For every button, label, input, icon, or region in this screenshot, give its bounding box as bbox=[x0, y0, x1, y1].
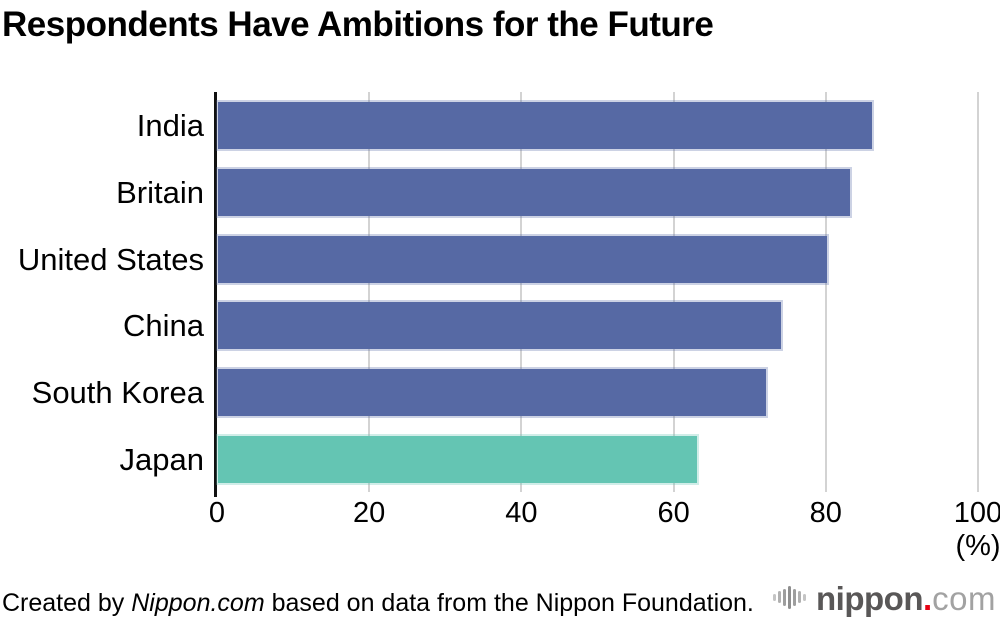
x-tick-label-100: 100 bbox=[953, 497, 1000, 529]
sound-wave-icon bbox=[773, 579, 807, 615]
category-label-japan: Japan bbox=[119, 442, 204, 477]
x-axis-unit-label: (%) bbox=[955, 530, 1000, 562]
nippon-com-logo: nippon . com bbox=[773, 581, 996, 617]
x-tick-label-40: 40 bbox=[505, 497, 538, 529]
credit-text: Created by Nippon.com based on data from… bbox=[2, 589, 754, 618]
category-label-south-korea: South Korea bbox=[31, 375, 204, 411]
sound-wave-bar bbox=[793, 588, 797, 606]
bar-japan bbox=[218, 436, 698, 483]
sound-wave-bar bbox=[798, 591, 802, 603]
x-tick-label-60: 60 bbox=[657, 497, 690, 529]
gridline-40 bbox=[520, 92, 523, 492]
credit-source: Nippon.com bbox=[131, 589, 265, 617]
gridline-80 bbox=[824, 92, 827, 492]
credit-prefix: Created by bbox=[2, 589, 132, 617]
logo-dot: . bbox=[922, 580, 933, 617]
bar-india bbox=[218, 102, 873, 149]
x-tick-label-20: 20 bbox=[353, 497, 386, 529]
bar-south-korea bbox=[218, 369, 766, 417]
logo-word: nippon bbox=[816, 580, 923, 617]
bar-united-states bbox=[218, 235, 827, 283]
sound-wave-bar bbox=[803, 593, 807, 601]
category-label-britain: Britain bbox=[116, 174, 204, 210]
bar-britain bbox=[218, 168, 850, 216]
logo-tld: com bbox=[932, 580, 996, 617]
category-label-china: China bbox=[123, 308, 204, 344]
sound-wave-bar bbox=[788, 585, 792, 609]
sound-wave-bar bbox=[783, 588, 787, 606]
chart-title: Respondents Have Ambitions for the Futur… bbox=[2, 5, 714, 44]
sound-wave-bar bbox=[773, 593, 777, 601]
sound-wave-bar bbox=[778, 591, 782, 603]
bar-china bbox=[218, 302, 782, 350]
gridline-60 bbox=[672, 92, 675, 492]
x-tick-label-0: 0 bbox=[208, 497, 226, 529]
credit-suffix: based on data from the Nippon Foundation… bbox=[264, 589, 754, 617]
y-axis-line bbox=[214, 92, 217, 497]
gridline-20 bbox=[368, 92, 371, 492]
category-label-united-states: United States bbox=[17, 241, 204, 277]
x-tick-label-80: 80 bbox=[809, 497, 842, 529]
gridline-100 bbox=[977, 92, 979, 492]
category-label-india: India bbox=[136, 108, 204, 143]
